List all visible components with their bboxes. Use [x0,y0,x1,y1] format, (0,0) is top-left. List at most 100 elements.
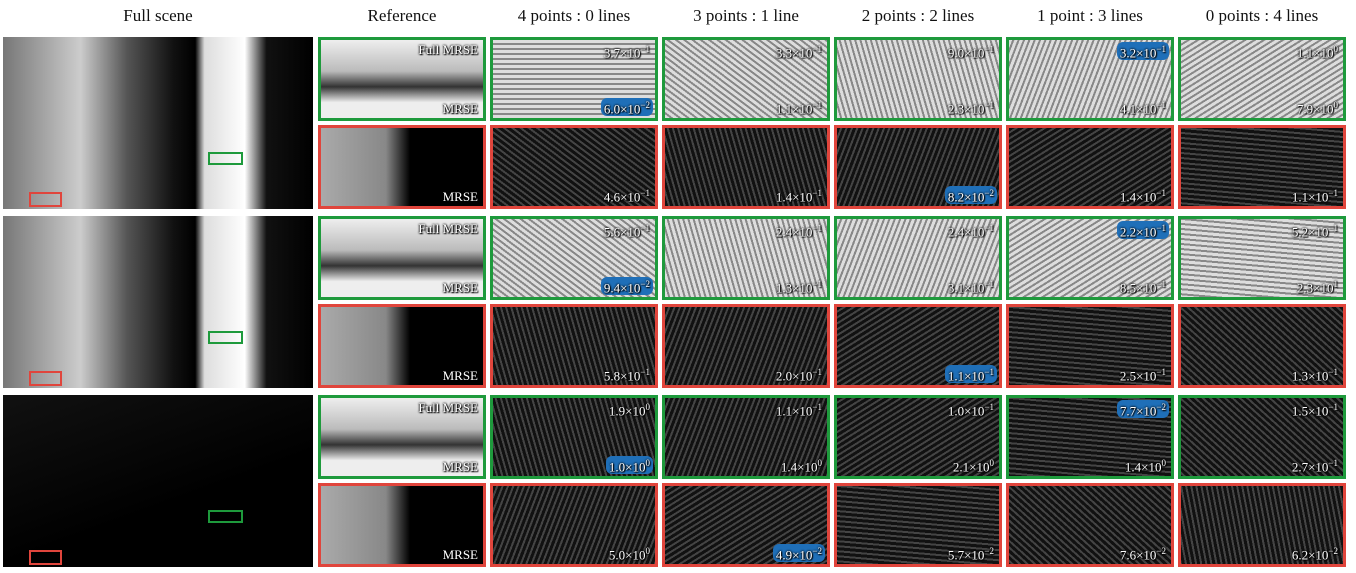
exponent: −1 [812,100,822,110]
mantissa: 8.5 [1120,280,1136,295]
method-image: 4.6×10−1 [490,125,658,209]
mantissa: 1.1 [776,101,792,116]
mantissa: 3.2 [1120,45,1136,60]
mantissa: 9.4 [604,280,620,295]
base: ×10 [1136,547,1156,562]
method-image: 1.0×10−1 2.1×100 [834,395,1002,479]
base: ×10 [1308,459,1328,474]
column-header: Full scene [68,6,248,26]
error-label: 1.1×10−1 [773,400,825,418]
method-image: 5.8×10−1 [490,304,658,388]
mantissa: 2.3 [948,101,964,116]
base: ×10 [1308,189,1328,204]
mantissa: 3.7 [604,45,620,60]
error-label: 1.4×10−1 [773,186,825,204]
reference-image: MRSE [318,125,486,209]
error-label: 1.0×100 [606,456,653,474]
base: ×10 [1136,403,1156,418]
exponent: −2 [984,546,994,556]
exponent: −1 [1156,279,1166,289]
error-label: 1.9×100 [606,400,653,418]
exponent: 0 [646,546,651,556]
highlight-box-green [208,331,243,344]
base: ×10 [797,459,817,474]
error-label: 4.6×10−1 [601,186,653,204]
error-label: 1.0×10−1 [945,400,997,418]
base: ×10 [625,403,645,418]
exponent: −1 [984,279,994,289]
base: ×10 [1308,368,1328,383]
reference-label: MRSE [440,368,481,383]
error-label: 2.1×100 [950,456,997,474]
exponent: −1 [984,44,994,54]
base: ×10 [1308,547,1328,562]
full-scene-image [3,395,313,567]
error-label: 1.1×10−1 [773,98,825,116]
error-label: 1.1×10−1 [1289,186,1341,204]
highlight-box-red [29,550,62,565]
base: ×10 [792,101,812,116]
mantissa: 1.5 [1292,403,1308,418]
mantissa: 5.2 [1292,224,1308,239]
exponent: −2 [1156,546,1166,556]
base: ×10 [620,368,640,383]
exponent: 0 [1334,100,1339,110]
exponent: −1 [984,367,994,377]
base: ×10 [964,101,984,116]
exponent: −1 [1156,367,1166,377]
reference-label: MRSE [440,459,481,474]
base: ×10 [1308,403,1328,418]
error-label: 6.2×10−2 [1289,544,1341,562]
error-label: 1.5×10−1 [1289,400,1341,418]
exponent: 0 [646,458,651,468]
exponent: 1 [1334,279,1339,289]
full-scene-image [3,216,313,388]
exponent: −1 [640,367,650,377]
base: ×10 [1308,224,1328,239]
mantissa: 2.1 [953,459,969,474]
exponent: −1 [1156,223,1166,233]
base: ×10 [1136,101,1156,116]
method-image: 4.9×10−2 [662,483,830,567]
exponent: 0 [646,402,651,412]
base: ×10 [620,101,640,116]
mantissa: 1.9 [609,403,625,418]
reference-label: MRSE [440,547,481,562]
error-label: 2.4×10−1 [945,221,997,239]
mantissa: 4.9 [776,547,792,562]
base: ×10 [964,547,984,562]
base: ×10 [1136,189,1156,204]
exponent: −1 [1156,44,1166,54]
base: ×10 [1313,280,1333,295]
mantissa: 2.4 [776,224,792,239]
exponent: −1 [812,367,822,377]
error-label: 7.6×10−2 [1117,544,1169,562]
figure: Full sceneReference4 points : 0 lines3 p… [0,0,1356,573]
column-header: Reference [312,6,492,26]
method-image: 6.2×10−2 [1178,483,1346,567]
error-label: 9.4×10−2 [601,277,653,295]
error-label: 4.1×10−1 [1117,98,1169,116]
mantissa: 1.4 [1125,459,1141,474]
reference-label: Full MRSE [415,42,481,57]
exponent: −1 [1328,402,1338,412]
exponent: −1 [1328,367,1338,377]
error-label: 7.9×100 [1294,98,1341,116]
mantissa: 1.3 [776,280,792,295]
exponent: 0 [1162,458,1167,468]
mantissa: 4.1 [1120,101,1136,116]
base: ×10 [792,189,812,204]
exponent: −1 [640,188,650,198]
mantissa: 1.1 [948,368,964,383]
reference-label: MRSE [440,189,481,204]
highlight-box-red [29,192,62,207]
error-label: 2.3×101 [1294,277,1341,295]
exponent: −1 [640,44,650,54]
mantissa: 7.9 [1297,101,1313,116]
